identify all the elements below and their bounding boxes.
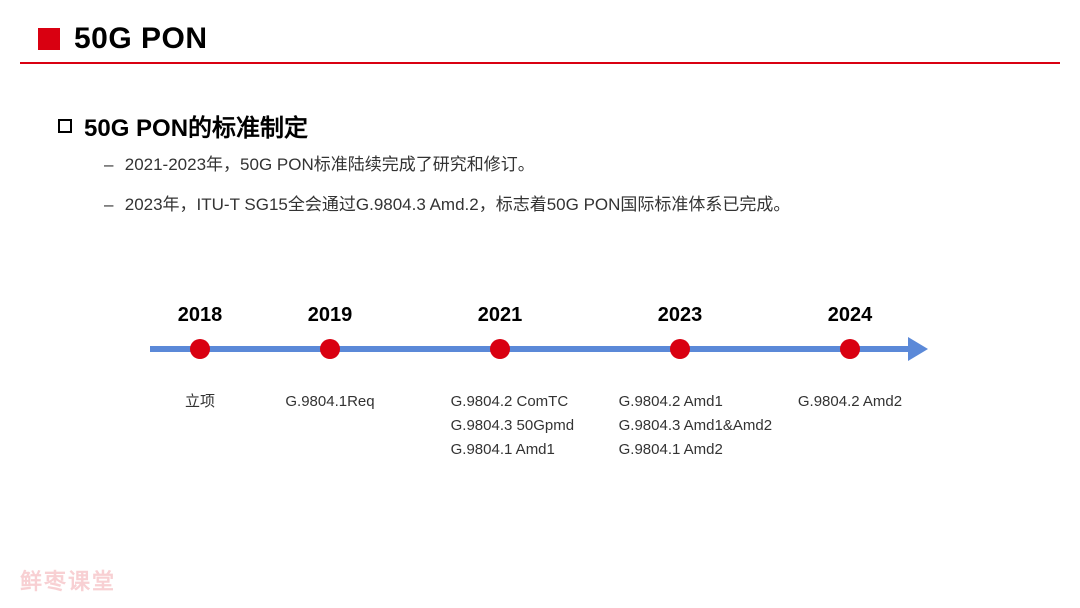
timeline: 2018立项2019G.9804.1Req2021G.9804.2 ComTCG… (150, 292, 930, 492)
timeline-year: 2019 (308, 304, 353, 327)
bullet-line-2: – 2023年，ITU-T SG15全会通过G.9804.3 Amd.2，标志着… (104, 192, 790, 218)
timeline-year: 2024 (828, 304, 873, 327)
header-accent-square (38, 28, 60, 50)
timeline-label: 立项 (185, 390, 215, 414)
timeline-label-group: 立项 (185, 390, 215, 414)
timeline-dot (190, 339, 210, 359)
timeline-label-group: G.9804.2 ComTCG.9804.3 50GpmdG.9804.1 Am… (451, 390, 574, 462)
timeline-dot (490, 339, 510, 359)
timeline-dot (320, 339, 340, 359)
bullet-text: 2023年，ITU-T SG15全会通过G.9804.3 Amd.2，标志着50… (125, 195, 791, 214)
timeline-label: G.9804.2 Amd2 (798, 390, 902, 414)
timeline-label: G.9804.3 50Gpmd (451, 414, 574, 438)
slide: 50G PON 50G PON的标准制定 – 2021-2023年，50G PO… (0, 0, 1080, 608)
timeline-dot (840, 339, 860, 359)
watermark: 鲜枣课堂 (20, 564, 116, 596)
timeline-dot (670, 339, 690, 359)
timeline-arrow-icon (908, 337, 928, 361)
timeline-label: G.9804.1 Amd1 (451, 438, 574, 462)
timeline-label-group: G.9804.2 Amd1G.9804.3 Amd1&Amd2G.9804.1 … (619, 390, 772, 462)
bullet-text: 2021-2023年，50G PON标准陆续完成了研究和修订。 (125, 155, 535, 174)
subtitle: 50G PON的标准制定 (84, 108, 308, 143)
timeline-year: 2021 (478, 304, 523, 327)
timeline-label: G.9804.1Req (285, 390, 374, 414)
square-bullet-icon (58, 119, 72, 133)
header: 50G PON (38, 22, 208, 56)
dash-icon: – (104, 152, 120, 178)
timeline-label: G.9804.2 ComTC (451, 390, 574, 414)
timeline-label: G.9804.3 Amd1&Amd2 (619, 414, 772, 438)
timeline-line (150, 346, 910, 352)
dash-icon: – (104, 192, 120, 218)
timeline-label-group: G.9804.2 Amd2 (798, 390, 902, 414)
timeline-label-group: G.9804.1Req (285, 390, 374, 414)
page-title: 50G PON (74, 22, 208, 56)
subtitle-row: 50G PON的标准制定 (58, 108, 308, 143)
timeline-year: 2023 (658, 304, 703, 327)
timeline-label: G.9804.1 Amd2 (619, 438, 772, 462)
timeline-label: G.9804.2 Amd1 (619, 390, 772, 414)
header-underline (20, 62, 1060, 64)
timeline-year: 2018 (178, 304, 223, 327)
bullet-line-1: – 2021-2023年，50G PON标准陆续完成了研究和修订。 (104, 152, 535, 178)
